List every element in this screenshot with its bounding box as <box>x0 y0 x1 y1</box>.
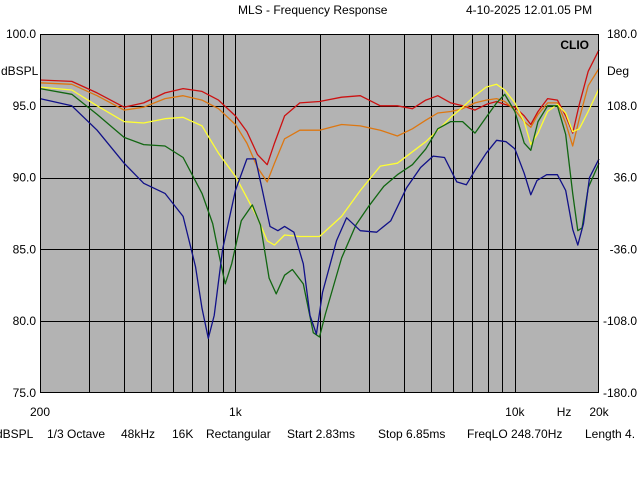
y-left-tick-label: 75.0 <box>13 386 37 400</box>
series-line-3 <box>39 87 600 338</box>
footer-window: Rectangular <box>206 427 271 441</box>
y-left-tick-label: 90.0 <box>13 171 37 185</box>
x-tick-label: 1k <box>229 405 243 419</box>
plot-border <box>40 34 599 393</box>
footer-smoothing: 1/3 Octave <box>47 427 106 441</box>
y-right-tick-label: 180.0 <box>607 27 637 41</box>
brand-logo: CLIO <box>560 38 589 52</box>
y-right-tick-label: -108.0 <box>603 314 637 328</box>
x-tick-label: 10k <box>505 405 525 419</box>
footer-freqlo: FreqLO 248.70Hz <box>467 427 563 441</box>
y-left-tick-label: 100.0 <box>6 27 36 41</box>
footer-sample-rate: 48kHz <box>121 427 156 441</box>
footer-length: Length 4. <box>585 427 636 441</box>
y-right-tick-label: 36.0 <box>614 171 638 185</box>
timestamp: 4-10-2025 12.01.05 PM <box>466 3 593 17</box>
footer-start: Start 2.83ms <box>287 427 356 441</box>
y-left-tick-label: 85.0 <box>13 242 37 256</box>
x-tick-label: 200 <box>30 405 50 419</box>
y-right-tick-label: 108.0 <box>607 99 637 113</box>
footer-stop: Stop 6.85ms <box>378 427 446 441</box>
footer-size: 16K <box>172 427 194 441</box>
footer-unit: dBSPL <box>0 427 34 441</box>
plot-area <box>40 34 599 393</box>
window-title: MLS - Frequency Response <box>238 3 388 17</box>
series-line-1 <box>39 68 600 183</box>
series-line-0 <box>39 49 600 166</box>
y-right-tick-label: -36.0 <box>610 242 638 256</box>
series-line-2 <box>39 83 600 246</box>
series-line-4 <box>39 97 600 340</box>
y-left-tick-label: 80.0 <box>13 314 37 328</box>
y-left-tick-label: 95.0 <box>13 99 37 113</box>
y-right-axis-label: Deg <box>607 64 629 78</box>
y-right-tick-label: -180.0 <box>603 386 637 400</box>
x-unit-label: Hz <box>557 405 572 419</box>
x-tick-label: 20k <box>589 405 609 419</box>
y-left-axis-label: dBSPL <box>1 64 39 78</box>
